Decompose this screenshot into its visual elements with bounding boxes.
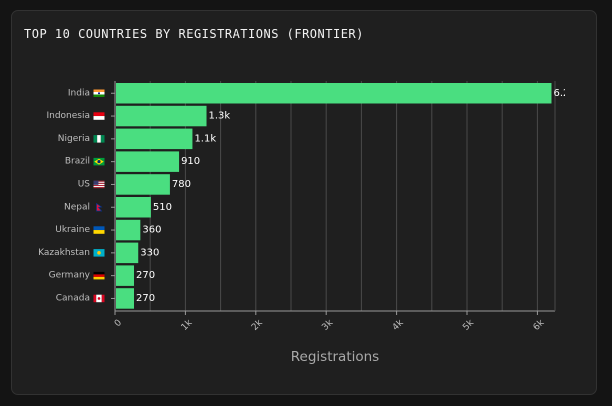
ng-flag-icon xyxy=(93,135,105,143)
grid-lines xyxy=(149,81,538,311)
x-tick-label: 6k xyxy=(532,317,547,332)
id-flag-icon xyxy=(93,112,105,120)
bar-brazil[interactable] xyxy=(116,151,180,172)
x-axis-title: Registrations xyxy=(291,349,379,365)
labels: 6.2k 1.3k 1.1k 910 780 510 360 330 270 270 xyxy=(136,88,575,304)
value-label: 360 xyxy=(142,225,161,236)
bar-kazakhstan[interactable] xyxy=(116,242,139,264)
bar-nepal[interactable] xyxy=(116,197,151,218)
br-flag-icon xyxy=(93,157,105,166)
chart-card xyxy=(11,10,597,395)
value-label: 270 xyxy=(136,270,155,281)
x-tick-label: 1k xyxy=(180,317,195,332)
axes: 0 1k 2k 3k 4k 5k 6k India Indonesia Nigeria Brazil… xyxy=(38,81,556,333)
bar-nigeria[interactable] xyxy=(116,128,193,150)
value-label: 330 xyxy=(140,247,159,258)
in-flag-icon xyxy=(93,89,105,97)
value-label: 910 xyxy=(181,156,200,167)
bar-us[interactable] xyxy=(116,174,170,195)
x-tick-label: 3k xyxy=(320,317,335,332)
ua-flag-icon xyxy=(93,226,105,234)
ca-flag-icon xyxy=(93,294,105,303)
x-tick-label: 5k xyxy=(461,317,476,332)
np-flag-icon xyxy=(96,202,103,212)
x-tick-label: 2k xyxy=(250,317,265,332)
bar-germany[interactable] xyxy=(116,265,135,286)
us-flag-icon xyxy=(93,180,105,189)
x-tick-label: 4k xyxy=(391,317,406,332)
category-label: Germany xyxy=(49,271,91,281)
category-label: India xyxy=(68,88,90,98)
bar-canada[interactable] xyxy=(116,288,135,309)
bars xyxy=(116,83,552,309)
de-flag-icon xyxy=(93,271,105,280)
value-label: 1.3k xyxy=(209,111,231,122)
kz-flag-icon xyxy=(93,249,105,257)
category-label: Indonesia xyxy=(46,111,90,121)
value-label: 270 xyxy=(136,293,155,304)
value-label: 510 xyxy=(153,202,172,213)
bar-india[interactable] xyxy=(116,83,552,104)
category-label: Ukraine xyxy=(55,225,90,235)
bar-ukraine[interactable] xyxy=(116,219,141,241)
bar-indonesia[interactable] xyxy=(116,105,207,127)
value-label: 780 xyxy=(172,179,191,190)
category-label: US xyxy=(78,179,91,189)
chart-title: TOP 10 COUNTRIES BY REGISTRATIONS (FRONT… xyxy=(24,27,364,41)
x-tick-label: 0 xyxy=(113,318,124,329)
value-label: 1.1k xyxy=(194,133,216,144)
category-label: Nepal xyxy=(64,202,90,212)
category-label: Nigeria xyxy=(58,134,90,144)
category-label: Canada xyxy=(56,293,90,303)
value-label: 6.2k xyxy=(553,88,575,99)
category-label: Brazil xyxy=(65,157,90,167)
category-label: Kazakhstan xyxy=(38,248,90,258)
